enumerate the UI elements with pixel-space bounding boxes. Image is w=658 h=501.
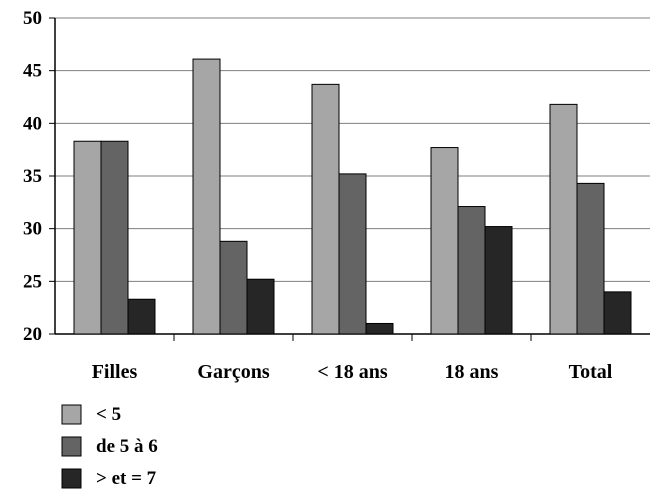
x-category-label: Filles — [92, 361, 138, 383]
legend-label: > et = 7 — [96, 468, 157, 489]
x-category-label: Total — [569, 361, 613, 383]
legend-swatch — [61, 468, 82, 489]
y-tick-label: 50 — [23, 8, 42, 29]
bar — [73, 140, 102, 335]
x-category-label: < 18 ans — [317, 361, 388, 383]
y-tick-label: 30 — [23, 219, 42, 240]
bar — [192, 58, 221, 335]
bar — [603, 291, 632, 335]
y-tick-label: 35 — [23, 166, 42, 187]
bar — [457, 206, 486, 335]
bar — [576, 182, 605, 335]
bar — [246, 278, 275, 335]
bar — [100, 140, 129, 335]
bar — [549, 103, 578, 335]
y-tick-labels: 20 25 30 35 40 45 50 — [23, 8, 42, 345]
bar — [127, 298, 156, 335]
x-category-labels: Filles Garçons < 18 ans 18 ans Total — [92, 361, 613, 383]
y-tick-label: 20 — [23, 324, 42, 345]
y-tick-label: 45 — [23, 61, 42, 82]
legend-label: de 5 à 6 — [96, 436, 158, 457]
bar — [219, 240, 248, 335]
legend-swatch — [61, 404, 82, 425]
legend: < 5 de 5 à 6 > et = 7 — [61, 404, 158, 489]
bars — [73, 58, 632, 335]
bar — [484, 226, 513, 335]
legend-swatch — [61, 436, 82, 457]
x-category-label: Garçons — [197, 361, 269, 383]
bar — [365, 322, 394, 335]
bar — [430, 147, 459, 335]
x-category-label: 18 ans — [445, 361, 499, 383]
bar — [338, 173, 367, 335]
y-tick-label: 25 — [23, 271, 42, 292]
bar — [311, 83, 340, 335]
legend-label: < 5 — [96, 404, 121, 425]
y-tick-label: 40 — [23, 113, 42, 134]
